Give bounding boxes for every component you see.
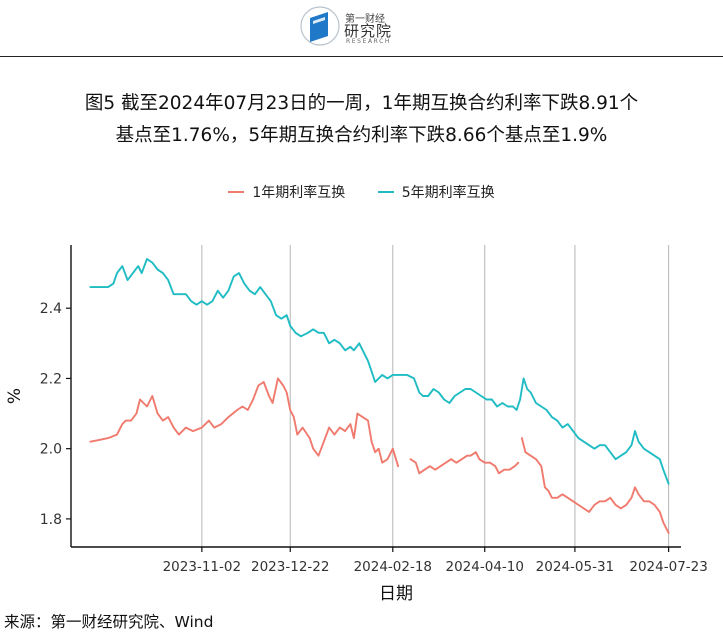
chart-title: 图5 截至2024年07月23日的一周，1年期互换合约利率下跌8.91个 基点至… xyxy=(0,88,723,152)
x-tick-label: 2024-07-23 xyxy=(629,559,707,575)
x-tick-label: 2023-11-02 xyxy=(163,559,241,575)
legend-swatch-1y xyxy=(228,191,245,193)
x-tick-label: 2024-02-18 xyxy=(354,559,432,575)
series-5y-line-segment xyxy=(89,258,670,485)
chart-title-line-1: 图5 截至2024年07月23日的一周，1年期互换合约利率下跌8.91个 xyxy=(84,93,639,114)
x-tick-label: 2023-12-22 xyxy=(251,559,329,575)
legend-item-1y: 1年期利率互换 xyxy=(228,182,345,202)
logo-sub-text: RESEARCH xyxy=(346,38,392,45)
y-tick-label: 2.0 xyxy=(40,442,62,458)
brand-logo: 第一财经 研究院 RESEARCH xyxy=(300,4,410,48)
x-tick-label: 2024-05-31 xyxy=(536,559,614,575)
y-tick-label: 2.2 xyxy=(40,371,62,387)
y-axis-label: % xyxy=(5,388,25,404)
legend-label-5y: 5年期利率互换 xyxy=(401,185,495,201)
logo-mark-icon xyxy=(300,6,340,46)
series-1y-line-segment xyxy=(409,451,520,475)
chart-title-line-2: 基点至1.76%，5年期互换合约利率下跌8.66个基点至1.9% xyxy=(115,125,608,146)
series-1y-line-segment xyxy=(520,437,670,534)
x-tick-label: 2024-04-10 xyxy=(446,559,524,575)
series-1y-line-segment xyxy=(89,377,400,468)
y-tick-label: 2.4 xyxy=(40,301,62,317)
legend-swatch-5y xyxy=(377,191,394,193)
header-divider xyxy=(0,56,723,57)
logo-top-text: 第一财经 xyxy=(345,14,385,25)
legend-label-1y: 1年期利率互换 xyxy=(252,185,346,201)
chart-legend: 1年期利率互换 5年期利率互换 xyxy=(0,182,723,202)
source-note: 来源：第一财经研究院、Wind xyxy=(4,613,214,631)
legend-item-5y: 5年期利率互换 xyxy=(377,182,495,202)
y-tick-label: 1.8 xyxy=(40,512,62,528)
x-axis-label: 日期 xyxy=(379,584,413,604)
logo-main-text: 研究院 xyxy=(344,22,393,40)
